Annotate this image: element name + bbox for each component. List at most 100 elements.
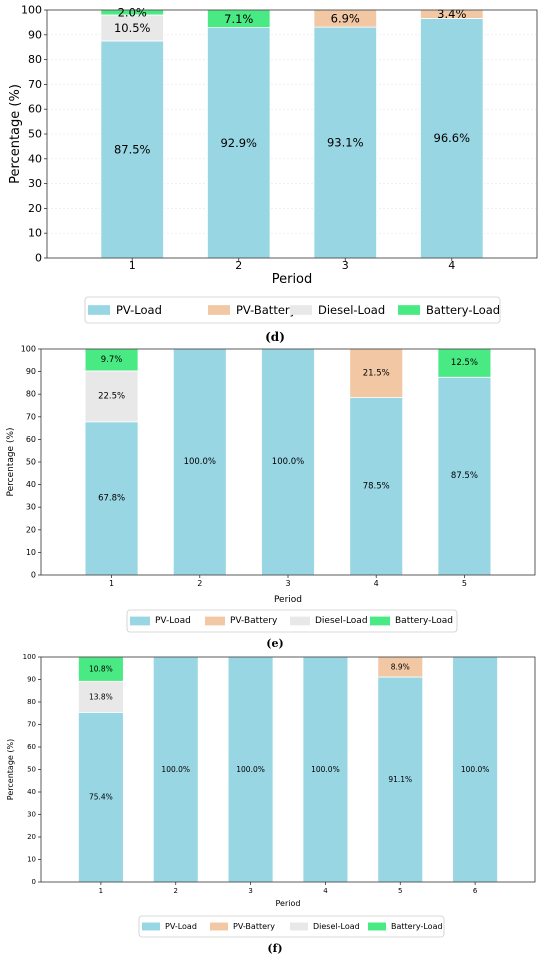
y-tick-label: 0 bbox=[32, 878, 36, 886]
data-label: 91.1% bbox=[388, 775, 412, 784]
bar-segment bbox=[349, 348, 404, 398]
y-tick-label: 100 bbox=[23, 653, 36, 661]
bar-segment bbox=[420, 18, 484, 259]
legend-label: Diesel-Load bbox=[313, 922, 360, 931]
bar-segment bbox=[377, 676, 424, 883]
x-tick-label: 1 bbox=[109, 579, 114, 588]
data-label: 100.0% bbox=[272, 457, 304, 467]
y-tick-label: 80 bbox=[26, 390, 36, 399]
x-tick-label: 1 bbox=[129, 259, 136, 272]
data-label: 96.6% bbox=[434, 131, 471, 145]
bar-segment bbox=[437, 376, 492, 576]
chart-panel-1: 67.8% 22.5% 9.7% 100.0% 100.0% 78.5% 21.5% 87.5… bbox=[6, 345, 536, 650]
bar-segment bbox=[78, 656, 124, 682]
legend-swatch bbox=[210, 922, 228, 931]
legend-label: Diesel-Load bbox=[315, 616, 368, 626]
legend-swatch bbox=[290, 305, 312, 315]
bar-segment bbox=[349, 397, 404, 576]
data-label: 92.9% bbox=[220, 136, 257, 150]
y-tick-label: 90 bbox=[27, 676, 36, 684]
y-tick-label: 70 bbox=[27, 721, 36, 729]
data-label: 6.9% bbox=[331, 12, 360, 26]
bar-segment bbox=[437, 348, 492, 378]
data-label: 8.9% bbox=[391, 663, 410, 672]
data-label: 78.5% bbox=[363, 481, 390, 491]
y-tick-label: 100 bbox=[21, 4, 42, 17]
y-tick-label: 70 bbox=[26, 412, 36, 421]
bar-segment bbox=[172, 348, 227, 576]
legend-swatch bbox=[290, 616, 310, 626]
legend: PV-Load PV-Battery Diesel-Load Battery-Load bbox=[138, 915, 445, 938]
legend-swatch bbox=[208, 305, 230, 315]
y-tick-label: 80 bbox=[27, 698, 36, 706]
legend-label: PV-Load bbox=[165, 922, 197, 931]
x-tick-label: 2 bbox=[173, 887, 177, 895]
y-tick-label: 30 bbox=[26, 503, 36, 512]
legend-swatch bbox=[370, 616, 390, 626]
data-label: 87.5% bbox=[451, 471, 478, 481]
legend-swatch bbox=[88, 305, 110, 315]
x-axis-label: Period bbox=[276, 899, 301, 908]
y-tick-label: 70 bbox=[28, 78, 42, 91]
bar-segment bbox=[84, 370, 139, 423]
data-label: 100.0% bbox=[236, 765, 265, 774]
data-label: 87.5% bbox=[114, 143, 151, 157]
legend-label: Diesel-Load bbox=[318, 303, 385, 317]
y-tick-label: 40 bbox=[28, 152, 42, 165]
x-tick-label: 4 bbox=[323, 887, 328, 895]
x-tick-label: 6 bbox=[473, 887, 478, 895]
x-tick-label: 3 bbox=[248, 887, 252, 895]
data-label: 22.5% bbox=[98, 391, 125, 401]
y-tick-label: 80 bbox=[28, 53, 42, 66]
x-tick-label: 4 bbox=[374, 579, 379, 588]
data-label: 13.8% bbox=[89, 692, 113, 701]
x-tick-label: 5 bbox=[462, 579, 467, 588]
x-tick-label: 5 bbox=[398, 887, 402, 895]
legend-label: PV-Battery bbox=[230, 616, 278, 626]
data-label: 12.5% bbox=[451, 358, 478, 368]
x-tick-label: 2 bbox=[197, 579, 202, 588]
x-tick-label: 2 bbox=[235, 259, 242, 272]
legend-label: PV-Load bbox=[116, 303, 162, 317]
legend: PV-Load PV-Battery Diesel-Load Battery-Load bbox=[126, 609, 458, 633]
legend: PV-Load PV-Battery Diesel-Load Battery-Load bbox=[84, 296, 501, 324]
y-tick-label: 30 bbox=[27, 811, 36, 819]
y-tick-label: 10 bbox=[26, 548, 36, 557]
y-tick-label: 100 bbox=[21, 345, 36, 354]
legend-label: Battery-Load bbox=[395, 616, 453, 626]
data-label: 100.0% bbox=[161, 765, 190, 774]
y-tick-label: 60 bbox=[27, 743, 36, 751]
y-tick-label: 10 bbox=[28, 227, 42, 240]
legend-label: PV-Battery bbox=[236, 303, 297, 317]
panel-label: (d) bbox=[265, 330, 285, 344]
y-tick-label: 0 bbox=[35, 252, 42, 265]
x-tick-label: 1 bbox=[99, 887, 103, 895]
y-tick-label: 40 bbox=[27, 788, 36, 796]
bar-segment bbox=[78, 680, 124, 713]
y-tick-label: 50 bbox=[27, 766, 36, 774]
legend-label: PV-Battery bbox=[233, 922, 275, 931]
legend-label: Battery-Load bbox=[391, 922, 443, 931]
y-tick-label: 50 bbox=[26, 458, 36, 467]
y-tick-label: 90 bbox=[26, 367, 36, 376]
legend-swatch bbox=[398, 305, 420, 315]
y-axis-label: Percentage (%) bbox=[8, 84, 23, 184]
data-label: 7.1% bbox=[224, 12, 253, 26]
y-tick-label: 30 bbox=[28, 177, 42, 190]
y-axis-label: Percentage (%) bbox=[6, 739, 15, 800]
data-label: 9.7% bbox=[101, 355, 123, 365]
bar-segment bbox=[261, 348, 315, 576]
data-label: 100.0% bbox=[311, 765, 340, 774]
x-axis-label: Period bbox=[272, 272, 313, 287]
data-label: 3.4% bbox=[437, 7, 466, 21]
data-label: 75.4% bbox=[89, 793, 113, 802]
bar-segment bbox=[452, 656, 498, 883]
chart-panel-2: 75.4% 13.8% 10.8% 100.0% 100.0% 100.0% 91.1% 8.… bbox=[6, 653, 536, 955]
data-label: 10.8% bbox=[89, 665, 113, 674]
y-tick-label: 10 bbox=[27, 856, 36, 864]
legend-swatch bbox=[130, 616, 150, 626]
panel-label: (e) bbox=[266, 637, 283, 650]
y-axis-label: Percentage (%) bbox=[6, 427, 16, 496]
y-tick-label: 40 bbox=[26, 480, 36, 489]
